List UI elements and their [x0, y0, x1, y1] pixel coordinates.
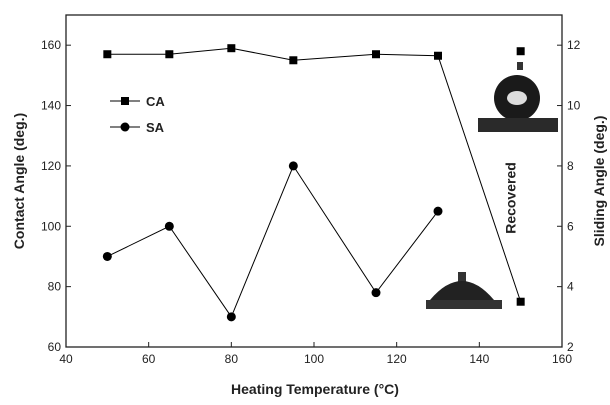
x-tick-label: 80 — [225, 352, 239, 366]
y2-tick-label: 4 — [567, 280, 574, 294]
y2-tick-label: 10 — [567, 99, 581, 113]
marker — [102, 251, 112, 261]
marker — [226, 312, 236, 322]
marker — [433, 206, 443, 216]
y2-tick-label: 8 — [567, 159, 574, 173]
marker — [288, 161, 298, 171]
marker — [103, 50, 112, 59]
marker — [164, 221, 174, 231]
marker — [227, 44, 236, 53]
marker — [371, 288, 381, 298]
y2-tick-label: 2 — [567, 340, 574, 354]
annotation-text: Recovered — [503, 162, 519, 234]
series-line — [107, 164, 439, 318]
marker — [372, 50, 380, 59]
x-tick-label: 60 — [142, 352, 156, 366]
series-line — [107, 47, 522, 302]
legend-marker — [121, 97, 129, 105]
marker — [434, 51, 442, 60]
annotation-marker — [516, 47, 525, 56]
legend-label: CA — [146, 94, 165, 109]
x-tick-label: 40 — [59, 352, 73, 366]
marker — [289, 56, 298, 65]
x-tick-label: 100 — [304, 352, 324, 366]
y2-tick-label: 6 — [567, 219, 574, 233]
y-tick-label: 60 — [48, 340, 62, 354]
droplet-image-sphere — [478, 62, 558, 132]
marker — [165, 50, 174, 59]
y-tick-label: 80 — [48, 280, 62, 294]
y-tick-label: 120 — [41, 159, 61, 173]
y-tick-label: 140 — [41, 99, 61, 113]
y-tick-label: 160 — [41, 38, 61, 52]
y-tick-label: 100 — [41, 219, 61, 233]
x-tick-label: 160 — [552, 352, 572, 366]
y2-axis-label: Sliding Angle (deg.) — [591, 116, 607, 247]
droplet-image-flat — [426, 272, 502, 309]
x-tick-label: 140 — [469, 352, 489, 366]
x-axis-label: Heating Temperature (°C) — [231, 381, 399, 397]
y-axis-label: Contact Angle (deg.) — [11, 113, 27, 249]
y2-tick-label: 12 — [567, 38, 581, 52]
legend-marker — [120, 122, 130, 132]
x-tick-label: 120 — [387, 352, 407, 366]
legend-label: SA — [146, 120, 165, 135]
marker — [516, 297, 525, 306]
